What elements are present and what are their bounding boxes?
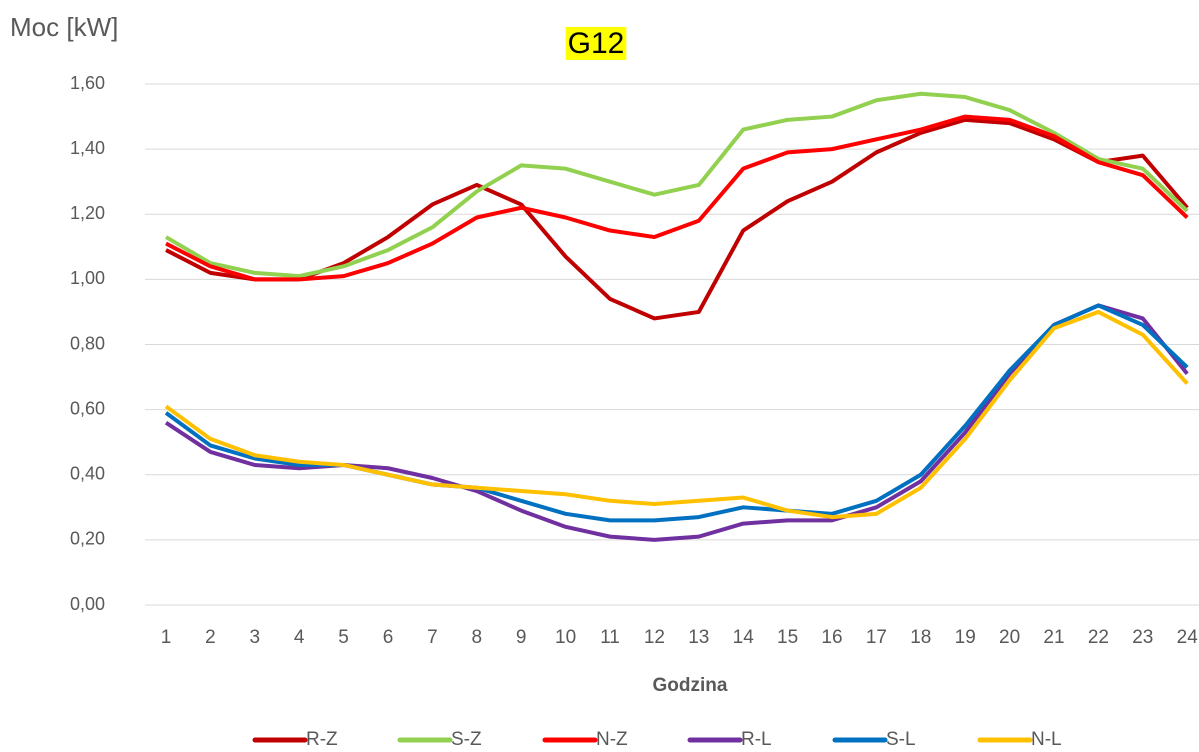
x-tick-label: 23 [1132, 627, 1153, 648]
x-tick-label: 21 [1043, 627, 1064, 648]
x-tick-label: 14 [733, 627, 755, 648]
x-tick-label: 13 [688, 627, 709, 648]
x-tick-label: 5 [338, 627, 349, 648]
y-tick-label: 0,40 [70, 464, 105, 484]
y-tick-label: 0,20 [70, 529, 105, 549]
series-line [165, 117, 1189, 321]
x-tick-label: 9 [516, 627, 527, 648]
chart-title: G12 [568, 27, 625, 60]
y-tick-label: 0,60 [70, 398, 105, 418]
y-tick-label: 0,80 [70, 333, 105, 353]
x-tick-label: 10 [555, 627, 576, 648]
y-tick-label: 1,60 [70, 73, 105, 93]
y-tick-label: 0,00 [70, 594, 105, 614]
x-tick-label: 12 [644, 627, 665, 648]
x-tick-label: 2 [205, 627, 216, 648]
x-tick-label: 8 [472, 627, 483, 648]
y-axis-label: Moc [kW] [10, 12, 118, 42]
y-tick-label: 1,40 [70, 138, 105, 158]
series-line [164, 91, 1189, 279]
legend-label: R-L [741, 729, 772, 750]
series-line [164, 303, 1189, 542]
x-tick-label: 4 [294, 627, 305, 648]
legend-label: R-Z [306, 729, 338, 750]
legend-label: N-Z [596, 729, 628, 750]
x-tick-label: 15 [777, 627, 798, 648]
series-line [164, 309, 1189, 520]
title-highlight [565, 26, 627, 60]
x-tick-label: 19 [955, 627, 976, 648]
series-line [165, 114, 1189, 282]
x-axis-label: Godzina [653, 675, 728, 696]
x-tick-label: 20 [999, 627, 1020, 648]
y-tick-label: 1,00 [70, 268, 105, 288]
x-tick-label: 1 [161, 627, 172, 648]
x-tick-label: 11 [600, 627, 620, 648]
legend-label: N-L [1031, 729, 1062, 750]
y-tick-label: 1,20 [70, 203, 105, 223]
x-tick-label: 24 [1177, 627, 1199, 648]
legend-label: S-Z [451, 729, 482, 750]
x-tick-label: 7 [427, 627, 438, 648]
x-tick-label: 16 [821, 627, 842, 648]
x-tick-label: 18 [910, 627, 931, 648]
x-tick-label: 17 [866, 627, 887, 648]
x-tick-label: 6 [383, 627, 394, 648]
legend-label: S-L [886, 729, 916, 750]
x-tick-label: 22 [1088, 627, 1109, 648]
series-line [164, 303, 1189, 523]
x-tick-label: 3 [250, 627, 261, 648]
